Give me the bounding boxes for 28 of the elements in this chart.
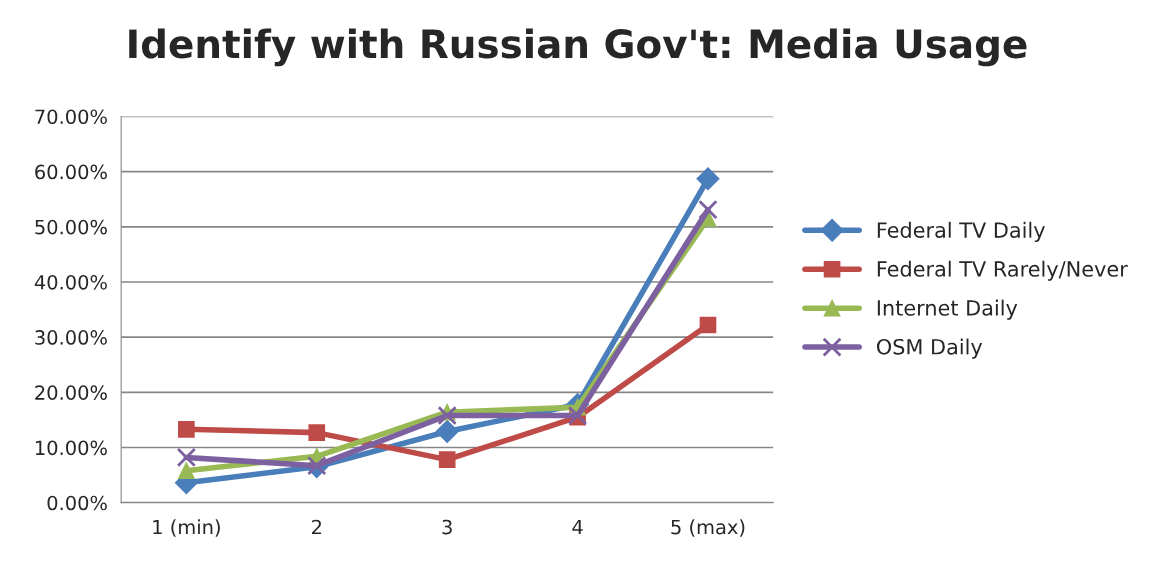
- point: [435, 420, 459, 443]
- point: [437, 405, 457, 426]
- x-tick-label: 2: [312, 519, 322, 535]
- legend-label: Internet Daily: [877, 299, 1018, 320]
- legend-label: Federal TV Rarely/Never: [877, 260, 1128, 281]
- x-tick-label: 1 (min): [153, 519, 220, 537]
- point: [176, 447, 197, 468]
- point: [696, 167, 720, 191]
- point: [699, 316, 717, 334]
- y-tick-label: 40.00%: [34, 274, 107, 290]
- x-tick-label: 4: [572, 519, 583, 535]
- legend-label: OSM Daily: [876, 338, 983, 359]
- legend-label: Federal TV Daily: [877, 221, 1045, 242]
- y-tick-label: 0.00%: [47, 495, 107, 511]
- y-tick-label: 30.00%: [35, 330, 107, 345]
- point: [178, 462, 195, 480]
- point: [698, 199, 718, 220]
- x-tick-label: 5 (max): [671, 519, 745, 537]
- y-tick-label: 60.00%: [35, 164, 107, 180]
- point: [178, 420, 195, 438]
- y-tick-label: 20.00%: [35, 385, 107, 400]
- chart-title: Identify with Russian Gov't: Media Usage: [129, 28, 1027, 67]
- y-tick-label: 70.00%: [35, 109, 107, 125]
- point: [308, 424, 326, 441]
- x-tick-label: 3: [442, 519, 452, 535]
- y-tick-label: 10.00%: [35, 440, 107, 456]
- y-tick-label: 50.00%: [35, 219, 107, 235]
- point: [438, 451, 456, 468]
